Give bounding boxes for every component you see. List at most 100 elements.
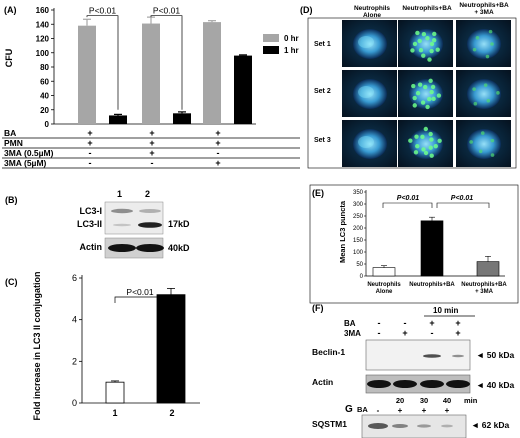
lc3-puncta (421, 147, 426, 152)
panel-f-label: (F) (312, 303, 324, 313)
lc3-puncta (485, 54, 490, 59)
lc3-puncta (488, 29, 493, 34)
panel-c-ytick-label: 6 (72, 273, 77, 283)
panel-a-mark: - (89, 148, 92, 158)
panel-b-label: (B) (5, 195, 18, 205)
size-17kd: 17kD (168, 219, 190, 229)
sqstm1-blot (361, 414, 467, 438)
lc3-puncta (415, 30, 420, 36)
panel-c-bars (105, 288, 186, 404)
panel-a-label: (A) (4, 5, 17, 15)
row-3ma-low: 3MA (0.5µM) (4, 148, 54, 158)
row-ba: BA (4, 128, 16, 138)
blot-label-lc3i: LC3-I (80, 206, 103, 216)
panel-a-marks: + + ++ + +- + -- - + (87, 128, 220, 168)
panel-g-label: G (345, 404, 353, 415)
lc3-puncta (490, 42, 494, 46)
lc3-puncta (417, 38, 422, 44)
lc3-puncta (423, 126, 429, 132)
panel-c-yticks: 0 2 4 6 (72, 273, 82, 408)
panel-g-mark-minus: - (377, 406, 380, 415)
row-set-3: Set 3 (314, 137, 331, 144)
panel-e-sig-2: P<0.01 (451, 195, 473, 202)
panel-e-ytick-label: 50 (356, 262, 363, 268)
blot-label-actin-f: Actin (312, 377, 333, 387)
cell-nucleus (353, 129, 387, 159)
panel-a-bar (234, 55, 252, 124)
lc3-puncta (412, 95, 417, 101)
panel-e-ytick-label: 0 (360, 274, 364, 280)
lc3-blot (104, 201, 164, 235)
lc3-puncta (425, 104, 430, 110)
size-40kda: ◄ 40 kDa (476, 380, 514, 390)
panel-e-yticks: 0 50 100 150 200 250 300 350 (353, 190, 366, 280)
time-40: 40 (443, 396, 451, 405)
lc3-puncta (429, 48, 434, 54)
lc3-puncta (415, 143, 420, 149)
lc3-puncta (437, 138, 442, 143)
size-50kda: ◄ 50 kDa (476, 350, 514, 360)
row-set-2: Set 2 (314, 88, 331, 95)
legend-label-0hr: 0 hr (284, 34, 299, 43)
lc3-puncta (413, 150, 419, 155)
lc3-puncta (432, 31, 437, 37)
lc3-puncta (423, 84, 428, 90)
panel-g-mark-2: + (422, 406, 427, 415)
panel-a-ytick-label: 40 (40, 92, 49, 101)
panel-a-mark: + (149, 128, 154, 138)
lc3-puncta (490, 153, 495, 157)
panel-f-mark: - (378, 328, 381, 338)
lc3-puncta (496, 91, 500, 95)
panel-a-legend: 0 hr 1 hr (263, 34, 299, 55)
panel-a-sig-label: P<0.01 (153, 6, 180, 16)
lc3-puncta (412, 103, 417, 108)
panel-c-label: (C) (5, 277, 18, 287)
panel-f-mark: + (429, 318, 434, 328)
cell-nucleus (467, 79, 501, 109)
panel-e: (E) Mean LC3 puncta 0 50 100 150 200 250 300 35… (309, 184, 519, 304)
lc3-puncta (420, 134, 425, 140)
panel-c-sig-bracket (114, 296, 173, 303)
panel-a-ytick-label: 0 (45, 120, 50, 129)
lc3-puncta (427, 96, 432, 102)
panel-c-sig: P<0.01 (126, 287, 153, 297)
panel-a-significance: P<0.01 P<0.01 (86, 6, 183, 110)
lc3-puncta (421, 32, 427, 37)
actin-band (446, 380, 470, 388)
panel-a-sig-bracket (86, 15, 119, 110)
panel-d: (D) Neutrophils Alone Neutrophils+BA Neut… (300, 2, 517, 169)
cell-nucleus (467, 129, 501, 159)
cell-lobe (358, 86, 374, 98)
col-header-2: Neutrophils+BA (402, 5, 452, 12)
panel-c-ytick-label: 4 (72, 315, 77, 325)
time-30: 30 (420, 396, 428, 405)
row-pmn: PMN (4, 138, 23, 148)
panel-a-mark: + (87, 138, 92, 148)
panel-a-ytick-label: 140 (36, 20, 50, 29)
lc3-puncta (436, 93, 442, 98)
lc3-puncta (420, 100, 426, 105)
panel-f-mark: - (378, 318, 381, 328)
panel-a-sig-label: P<0.01 (89, 6, 116, 16)
panel-c: (C) Fold increase in LC3 II conjugation … (5, 271, 200, 421)
panel-c-ytick-label: 0 (72, 398, 77, 408)
panel-g-mark-1: + (398, 406, 403, 415)
panel-f-mark: - (404, 318, 407, 328)
panel-e-xtick-1: Neutrophils Alone (367, 282, 401, 295)
lc3-puncta (429, 41, 435, 47)
lc3-puncta (429, 153, 434, 158)
lc3-puncta (408, 138, 413, 143)
panel-e-ylabel: Mean LC3 puncta (338, 200, 347, 263)
panel-g-mark-3: + (445, 406, 450, 415)
lc3-puncta (418, 48, 424, 53)
panel-a-sig-bracket (150, 15, 183, 110)
lc3-puncta (429, 137, 434, 142)
actin-band (393, 380, 417, 388)
panel-a-mark: + (149, 148, 154, 158)
col-header-1: Neutrophils Alone (354, 5, 390, 19)
panel-a-mark: + (215, 138, 220, 148)
panel-e-sig-bracket-1 (382, 202, 433, 208)
lc3-puncta (478, 149, 483, 154)
panel-e-sig-bracket-2 (436, 202, 490, 208)
